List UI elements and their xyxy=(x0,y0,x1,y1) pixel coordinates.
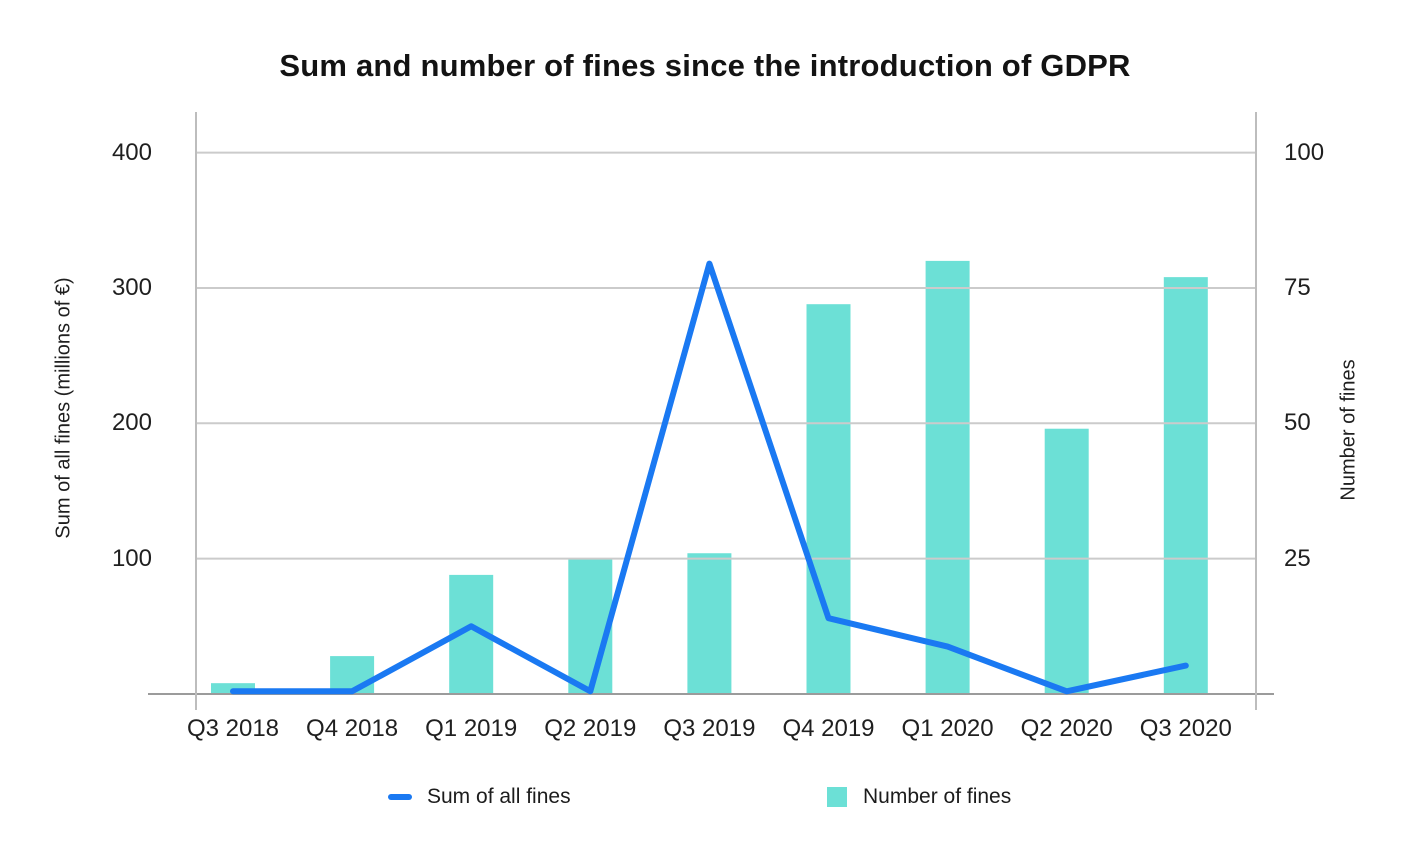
bar xyxy=(1044,428,1089,694)
bar xyxy=(925,260,970,694)
x-category-label: Q1 2019 xyxy=(425,715,518,742)
x-category-label: Q4 2018 xyxy=(306,715,399,742)
tick-label-right: 75 xyxy=(1284,273,1311,301)
legend-label-sum: Sum of all fines xyxy=(427,785,571,808)
bar xyxy=(1163,277,1208,694)
line-series xyxy=(230,260,1189,695)
y-axis-left-title: Sum of all fines (millions of €) xyxy=(52,277,75,539)
bar xyxy=(330,656,375,694)
legend-label-count: Number of fines xyxy=(863,785,1012,808)
tick-label-right: 25 xyxy=(1284,544,1311,572)
x-category-label: Q3 2019 xyxy=(663,715,756,742)
tick-label-right: 50 xyxy=(1284,409,1311,437)
bar xyxy=(806,304,851,694)
bar-series-swatch-icon xyxy=(827,787,847,807)
line-series-swatch-icon xyxy=(388,794,412,800)
tick-label-right: 100 xyxy=(1284,138,1325,166)
x-category-label: Q3 2020 xyxy=(1139,715,1232,742)
tick-label-left: 100 xyxy=(111,544,152,572)
bar xyxy=(568,558,613,694)
bar xyxy=(687,553,732,694)
chart-title: Sum and number of fines since the introd… xyxy=(279,48,1131,83)
x-category-label: Q3 2018 xyxy=(186,715,280,742)
legend-item-sum: Sum of all fines xyxy=(388,783,571,811)
legend-item-count: Number of fines xyxy=(827,783,1011,811)
x-category-label: Q1 2020 xyxy=(901,715,994,742)
x-category-label: Q4 2019 xyxy=(782,715,875,742)
x-category-label: Q2 2020 xyxy=(1020,715,1113,742)
x-category-label: Q2 2019 xyxy=(544,715,637,742)
tick-label-left: 200 xyxy=(111,409,152,437)
tick-label-left: 300 xyxy=(111,273,152,301)
tick-label-left: 400 xyxy=(111,138,152,166)
